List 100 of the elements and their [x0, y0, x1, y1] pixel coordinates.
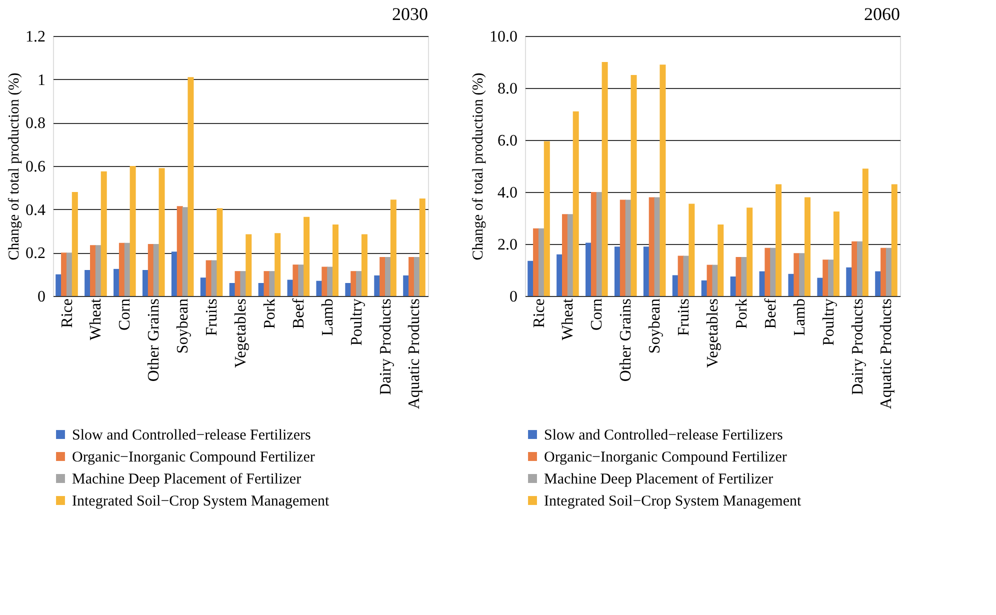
- bar: [322, 266, 328, 296]
- bar: [414, 257, 420, 296]
- bar: [648, 197, 655, 296]
- bar: [562, 214, 568, 296]
- bar: [862, 168, 868, 296]
- legend-label: Machine Deep Placement of Fertilizer: [72, 472, 302, 488]
- bar: [264, 271, 270, 296]
- bar: [528, 260, 534, 296]
- bar: [90, 245, 96, 296]
- bar: [678, 256, 684, 296]
- x-tick-label: Other Grains: [618, 298, 635, 382]
- x-tick-label: Aquatic Products: [406, 298, 424, 410]
- bar: [544, 141, 550, 296]
- bar: [799, 253, 806, 296]
- bar: [419, 198, 426, 296]
- legend-label: Machine Deep Placement of Fertilizer: [544, 472, 774, 488]
- bar: [822, 260, 829, 296]
- bar: [216, 208, 223, 296]
- y-tick-label: 0.4: [26, 202, 46, 219]
- x-tick-label: Vegetables: [704, 298, 722, 368]
- bar: [846, 267, 852, 296]
- bar: [374, 275, 380, 296]
- bar: [114, 268, 120, 296]
- bar: [176, 206, 183, 296]
- legend-label: Integrated Soil−Crop System Management: [544, 494, 802, 510]
- y-tick-label: 0.6: [26, 158, 46, 176]
- bar: [620, 200, 626, 296]
- bar: [332, 224, 339, 296]
- bar: [361, 234, 368, 296]
- legend-label: Organic−Inorganic Compound Fertilizer: [544, 450, 787, 466]
- bar: [602, 62, 608, 296]
- bar: [660, 64, 666, 296]
- bar: [764, 248, 771, 296]
- bar: [66, 252, 72, 296]
- x-tick-label: Soybean: [646, 298, 664, 354]
- bar: [240, 271, 246, 296]
- y-tick-label: 0: [510, 288, 518, 306]
- bar: [56, 274, 62, 296]
- y-tick-label: 1.2: [26, 28, 46, 46]
- y-axis-title: Change of total production (%): [470, 72, 486, 260]
- x-tick-label: Pork: [261, 298, 278, 329]
- bar: [408, 257, 415, 296]
- bar: [200, 278, 206, 296]
- legend-label: Slow and Controlled−release Fertilizers: [72, 428, 311, 444]
- bar: [833, 212, 840, 296]
- chart-title: 2030: [392, 4, 428, 24]
- bar: [630, 75, 637, 296]
- x-tick-label: Aquatic Products: [878, 298, 896, 410]
- bar: [72, 192, 78, 296]
- bar: [148, 244, 154, 296]
- x-tick-label: Lamb: [791, 298, 808, 336]
- y-tick-label: 1: [38, 72, 46, 89]
- x-tick-label: Dairy Products: [849, 298, 866, 395]
- x-tick-label: Corn: [116, 298, 134, 330]
- bar: [701, 280, 708, 296]
- legend-label: Slow and Controlled−release Fertilizers: [544, 428, 783, 444]
- bar: [596, 192, 602, 296]
- bar: [350, 271, 357, 296]
- x-tick-label: Poultry: [348, 298, 366, 346]
- bar: [776, 184, 782, 296]
- x-tick-label: Poultry: [820, 298, 838, 346]
- bar: [712, 264, 718, 296]
- x-tick-label: Fruits: [676, 298, 693, 336]
- bar: [171, 252, 178, 296]
- bar: [385, 257, 391, 296]
- x-tick-label: Beef: [290, 298, 308, 329]
- bar: [84, 270, 91, 296]
- x-tick-label: Vegetables: [232, 298, 250, 368]
- legend-label: Organic−Inorganic Compound Fertilizer: [72, 450, 315, 466]
- bar: [643, 246, 650, 296]
- bar: [891, 184, 898, 296]
- bar: [688, 204, 695, 296]
- bar: [316, 280, 322, 296]
- bar: [880, 248, 887, 296]
- y-axis-title: Change of total production (%): [6, 72, 22, 260]
- bar: [614, 246, 620, 296]
- bar: [206, 260, 212, 296]
- bar: [538, 228, 544, 296]
- bar: [61, 252, 68, 296]
- bar: [158, 168, 165, 296]
- bar: [246, 234, 252, 296]
- bar: [556, 254, 563, 296]
- bar: [590, 192, 597, 296]
- bar: [718, 224, 724, 296]
- bar: [292, 264, 299, 296]
- bar: [327, 266, 334, 296]
- bar: [118, 242, 125, 296]
- y-tick-label: 8.0: [498, 80, 518, 98]
- bar: [142, 270, 148, 296]
- bar: [269, 271, 276, 296]
- bar: [403, 275, 410, 296]
- chart-title: 2060: [864, 4, 900, 24]
- x-tick-label: Dairy Products: [377, 298, 394, 395]
- bar: [153, 244, 160, 296]
- bar: [380, 257, 386, 296]
- bar: [533, 228, 540, 296]
- bar: [124, 242, 130, 296]
- bar: [857, 241, 863, 296]
- legend-label: Integrated Soil−Crop System Management: [72, 494, 330, 510]
- y-tick-label: 2.0: [498, 236, 518, 254]
